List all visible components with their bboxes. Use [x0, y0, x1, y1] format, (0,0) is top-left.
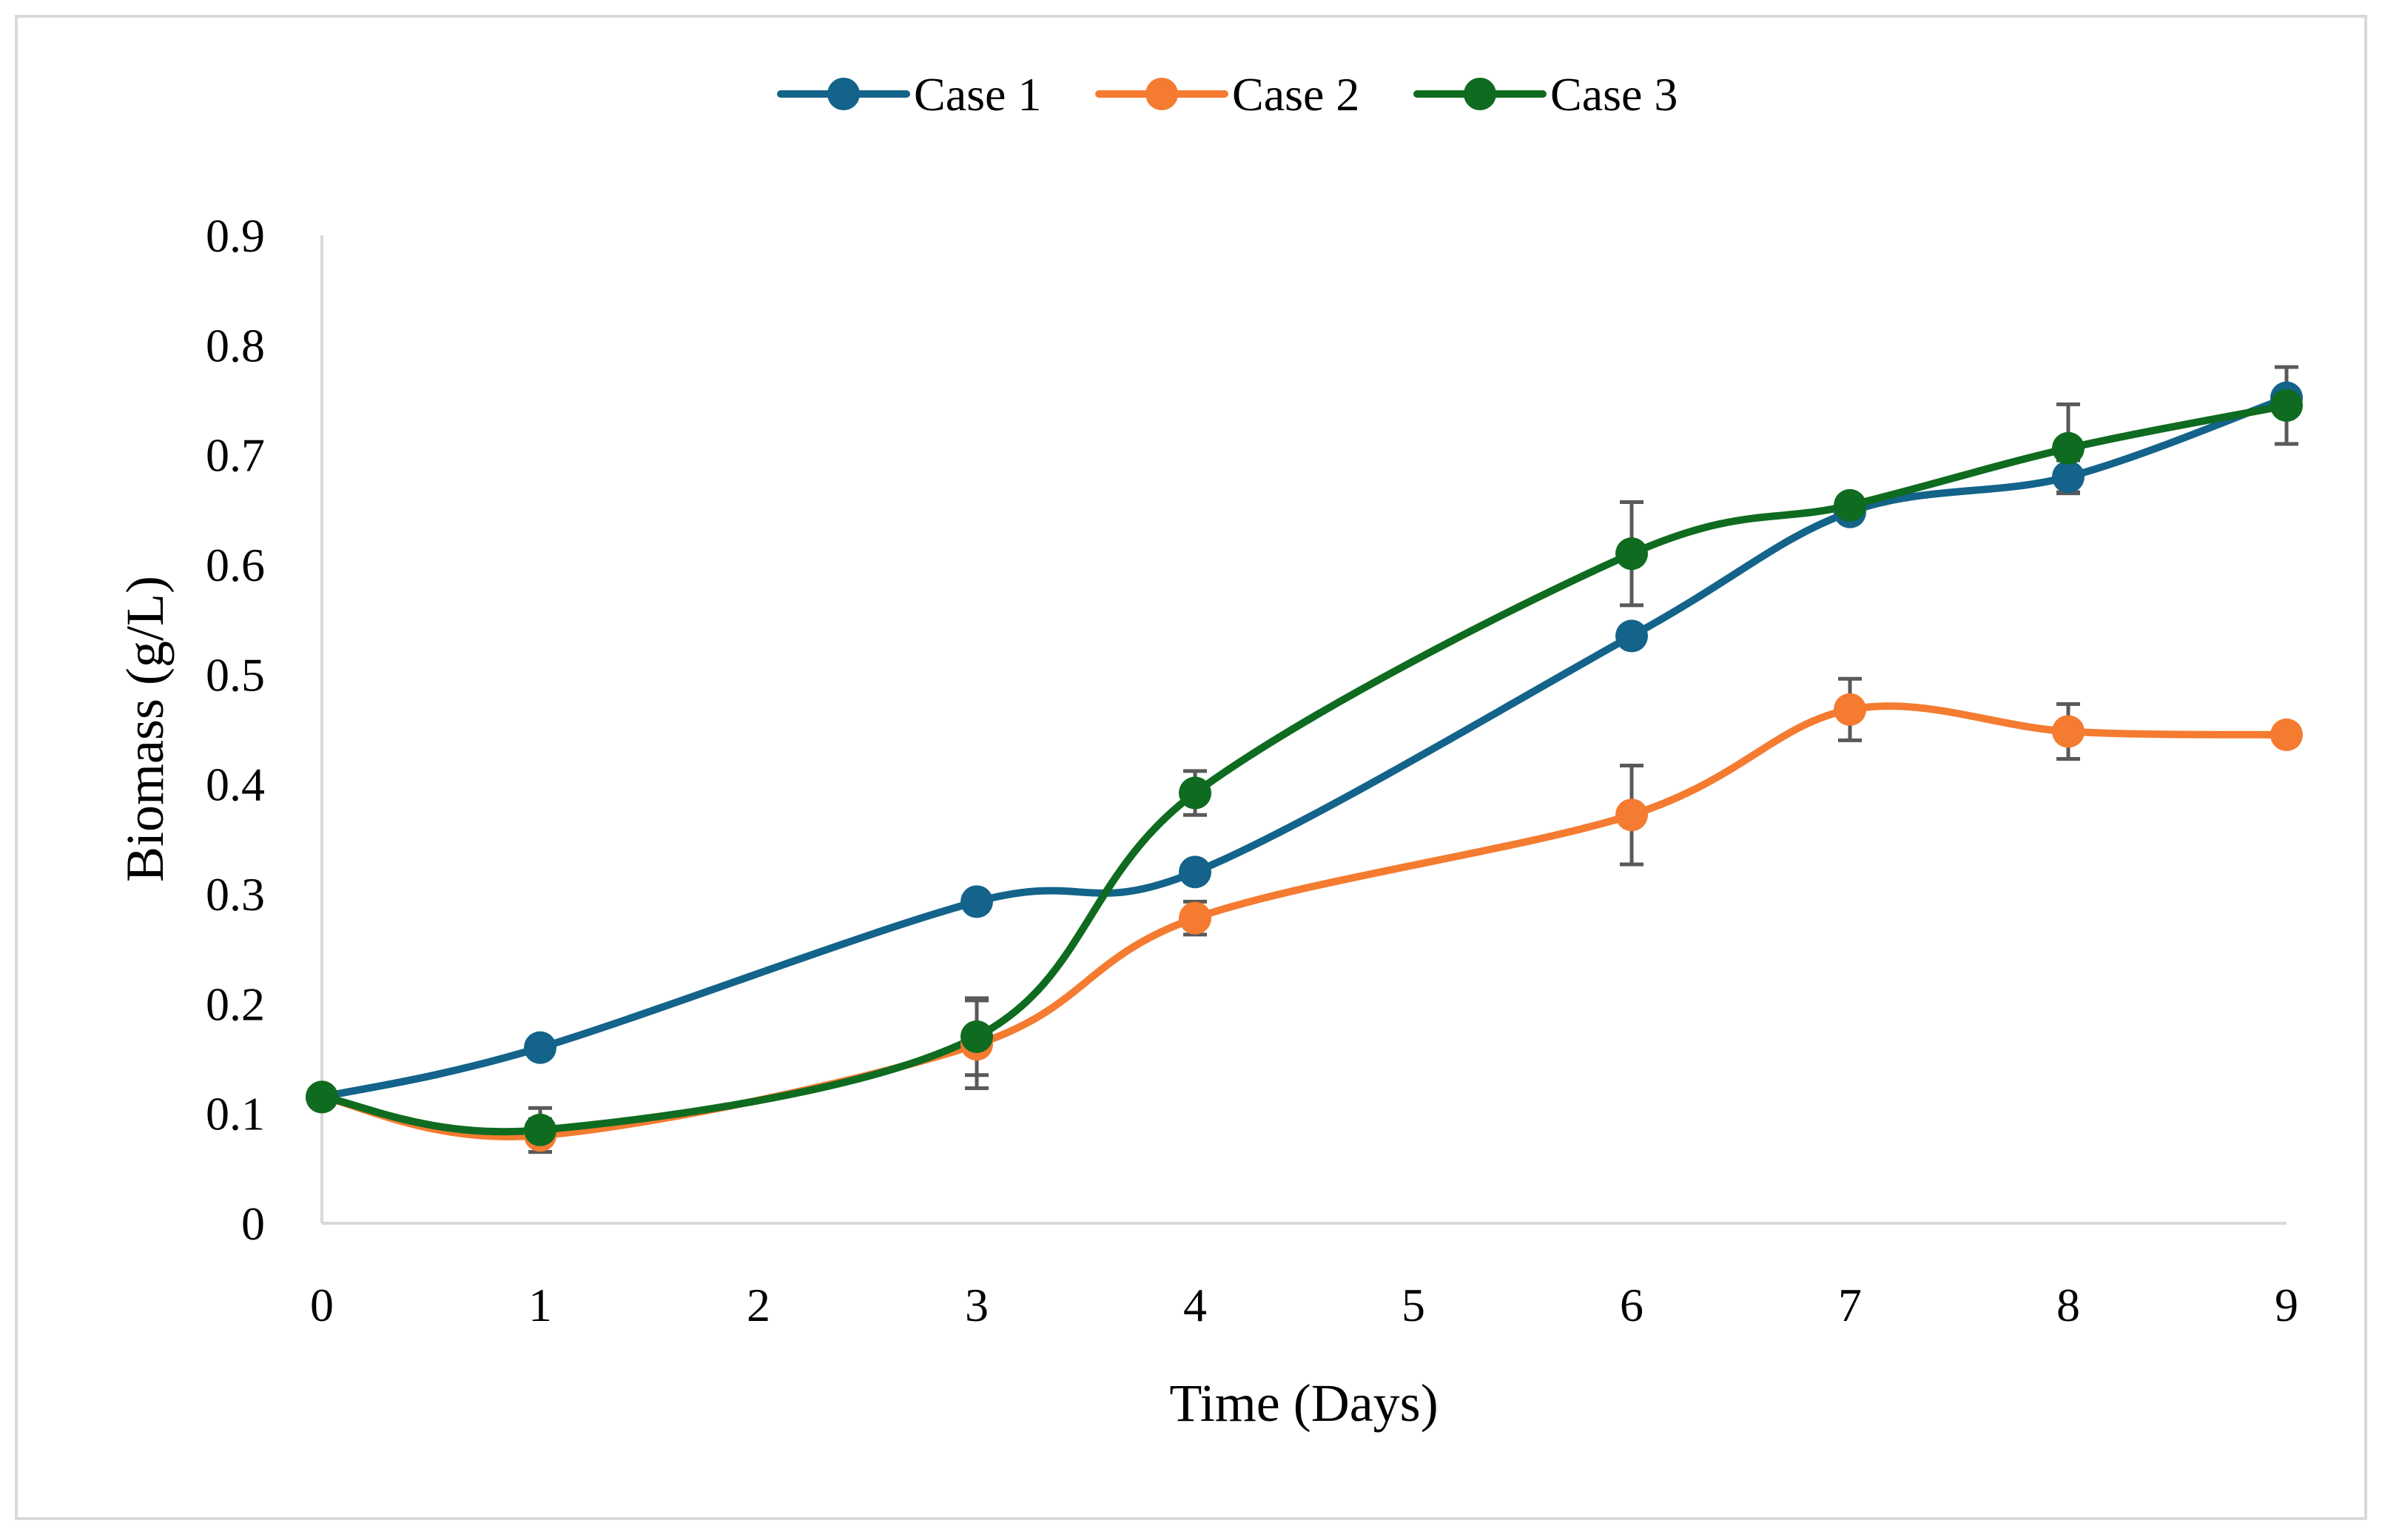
legend-item-case-3: Case 3	[1413, 68, 1678, 121]
y-tick-label: 0.5	[206, 648, 265, 701]
x-axis-title: Time (Days)	[1169, 1373, 1438, 1433]
y-tick-label: 0.7	[206, 429, 265, 482]
x-tick-label: 0	[310, 1279, 334, 1331]
legend-item-case-1: Case 1	[777, 68, 1041, 121]
series-line-case-3	[318, 401, 2290, 1136]
data-point-case-2	[1179, 901, 1211, 935]
series-lines	[318, 394, 2290, 1140]
data-point-case-2	[2052, 715, 2085, 748]
series-line-case-1	[318, 394, 2290, 1101]
data-point-case-2	[1615, 798, 1648, 832]
data-point-case-3	[1615, 537, 1648, 571]
y-tick-label: 0.1	[206, 1088, 265, 1140]
y-axis-ticks: 0 0.1 0.2 0.3 0.4 0.5 0.6 0.7 0.8 0.9	[206, 209, 265, 1250]
data-point-case-1	[1179, 855, 1211, 889]
x-tick-label: 7	[1838, 1279, 1862, 1331]
data-point-case-2	[2270, 718, 2303, 751]
legend-label: Case 2	[1232, 68, 1359, 121]
data-point-case-2	[1834, 693, 1866, 726]
y-tick-label: 0.4	[206, 759, 265, 811]
series-points	[306, 381, 2303, 1152]
legend-swatch-marker	[1145, 78, 1178, 110]
legend-swatch-marker	[827, 78, 860, 110]
series-line-case-2	[318, 702, 2290, 1140]
legend-swatch-marker	[1464, 78, 1496, 110]
legend-label: Case 3	[1550, 68, 1678, 121]
data-point-case-3	[1834, 488, 1866, 522]
x-axis-ticks: 0 1 2 3 4 5 6 7 8 9	[310, 1279, 2298, 1331]
x-tick-label: 1	[528, 1279, 552, 1331]
y-tick-label: 0.6	[206, 539, 265, 591]
data-point-case-3	[2270, 389, 2303, 422]
x-tick-label: 2	[747, 1279, 770, 1331]
y-tick-label: 0.8	[206, 319, 265, 371]
data-point-case-3	[960, 1020, 993, 1053]
data-point-case-1	[2052, 460, 2085, 494]
data-point-case-3	[306, 1080, 338, 1114]
x-tick-label: 5	[1402, 1279, 1425, 1331]
legend: Case 1 Case 2 Case 3	[777, 68, 1678, 121]
data-point-case-3	[1179, 776, 1211, 810]
chart-frame	[15, 15, 2367, 1520]
data-point-case-1	[524, 1031, 556, 1064]
x-tick-label: 6	[1620, 1279, 1643, 1331]
data-point-case-3	[2052, 431, 2085, 465]
x-tick-label: 8	[2056, 1279, 2080, 1331]
legend-item-case-2: Case 2	[1095, 68, 1359, 121]
y-axis-title: Biomass (g/L)	[115, 576, 175, 882]
data-point-case-1	[960, 885, 993, 918]
y-tick-label: 0.2	[206, 978, 265, 1030]
x-tick-label: 3	[965, 1279, 989, 1331]
data-point-case-3	[524, 1113, 556, 1146]
y-tick-label: 0.9	[206, 209, 265, 262]
y-tick-label: 0	[241, 1197, 265, 1250]
x-tick-label: 9	[2275, 1279, 2298, 1331]
y-tick-label: 0.3	[206, 868, 265, 921]
data-point-case-1	[1615, 619, 1648, 653]
legend-label: Case 1	[914, 68, 1041, 121]
x-tick-label: 4	[1183, 1279, 1207, 1331]
